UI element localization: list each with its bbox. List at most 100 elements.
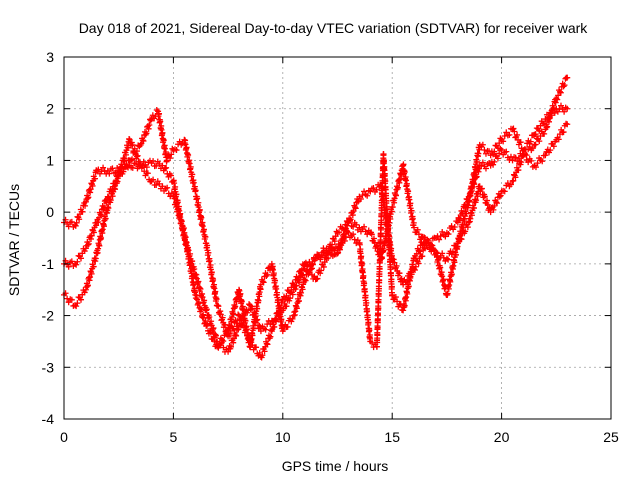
data-trace-marker bbox=[361, 188, 368, 195]
data-trace-marker bbox=[85, 241, 92, 248]
data-trace-marker bbox=[97, 211, 104, 218]
data-point bbox=[553, 95, 560, 102]
data-trace-marker bbox=[368, 231, 375, 238]
data-trace-marker bbox=[161, 145, 168, 152]
data-trace-marker bbox=[306, 269, 313, 276]
data-trace-marker bbox=[129, 156, 136, 163]
data-trace-marker bbox=[415, 260, 422, 267]
data-trace-marker bbox=[241, 310, 248, 317]
data-trace-marker bbox=[159, 129, 166, 136]
data-trace-marker bbox=[401, 169, 408, 176]
data-trace-marker bbox=[125, 144, 132, 151]
data-trace-marker bbox=[282, 296, 289, 303]
data-trace-marker bbox=[554, 96, 561, 103]
data-trace-marker bbox=[189, 272, 196, 279]
data-trace-marker bbox=[408, 207, 415, 214]
data-trace-marker bbox=[79, 208, 86, 215]
data-trace-marker bbox=[298, 289, 305, 296]
data-trace-marker bbox=[156, 160, 163, 167]
data-trace-marker bbox=[431, 247, 438, 254]
data-trace-marker bbox=[99, 226, 106, 233]
data-trace-marker bbox=[210, 277, 217, 284]
data-trace-marker bbox=[207, 329, 214, 336]
data-trace-marker bbox=[401, 302, 408, 309]
data-trace-marker bbox=[198, 306, 205, 313]
data-trace-marker bbox=[195, 278, 202, 285]
data-trace-marker bbox=[283, 303, 290, 310]
data-trace-marker bbox=[278, 316, 285, 323]
data-point bbox=[564, 105, 571, 112]
data-trace-marker bbox=[539, 158, 546, 165]
data-point bbox=[411, 224, 418, 231]
data-trace-marker bbox=[306, 258, 313, 265]
data-trace-marker bbox=[551, 109, 558, 116]
data-trace-marker bbox=[232, 331, 239, 338]
data-trace-marker bbox=[560, 129, 567, 136]
data-trace-marker bbox=[329, 246, 336, 253]
data-trace-marker bbox=[447, 278, 454, 285]
data-point bbox=[159, 183, 166, 190]
data-trace-marker bbox=[392, 294, 399, 301]
data-trace-marker bbox=[112, 186, 119, 193]
data-trace-marker bbox=[387, 256, 394, 263]
data-trace-marker bbox=[362, 292, 369, 299]
data-trace-marker bbox=[146, 122, 153, 129]
data-trace-marker bbox=[343, 227, 350, 234]
data-trace-marker bbox=[414, 226, 421, 233]
y-tick-label: -2 bbox=[42, 308, 55, 324]
data-trace-marker bbox=[237, 290, 244, 297]
data-trace-marker bbox=[167, 172, 174, 179]
data-trace-marker bbox=[173, 147, 180, 154]
data-trace-marker bbox=[534, 160, 541, 167]
data-trace-marker bbox=[373, 243, 380, 250]
data-trace-marker bbox=[532, 141, 539, 148]
data-trace-marker bbox=[87, 274, 94, 281]
data-trace-marker bbox=[127, 157, 134, 164]
data-trace-marker bbox=[96, 242, 103, 249]
data-trace-marker bbox=[73, 261, 80, 268]
data-trace-marker bbox=[89, 182, 96, 189]
data-trace-marker bbox=[68, 258, 75, 265]
data-trace-marker bbox=[560, 83, 567, 90]
data-trace-marker bbox=[262, 326, 269, 333]
data-trace-marker bbox=[405, 283, 412, 290]
data-trace-marker bbox=[273, 285, 280, 292]
data-trace-marker bbox=[479, 141, 486, 148]
data-trace-marker bbox=[298, 266, 305, 273]
data-trace-marker bbox=[541, 120, 548, 127]
data-trace-marker bbox=[157, 118, 164, 125]
data-trace-marker bbox=[428, 248, 435, 255]
data-trace-marker bbox=[472, 166, 479, 173]
data-trace-marker bbox=[93, 222, 100, 229]
data-trace-marker bbox=[494, 200, 501, 207]
data-trace-marker bbox=[507, 181, 514, 188]
data-trace-marker bbox=[375, 285, 382, 292]
data-trace-marker bbox=[233, 332, 240, 339]
y-tick-label: 2 bbox=[46, 101, 54, 117]
data-trace-marker bbox=[482, 165, 489, 172]
data-trace-marker bbox=[382, 238, 389, 245]
data-trace-marker bbox=[317, 270, 324, 277]
data-trace-marker bbox=[114, 178, 121, 185]
data-points bbox=[61, 74, 571, 361]
data-trace-marker bbox=[72, 222, 79, 229]
data-trace-marker bbox=[314, 275, 321, 282]
data-trace-marker bbox=[370, 235, 377, 242]
data-trace-marker bbox=[219, 336, 226, 343]
data-trace-marker bbox=[212, 288, 219, 295]
data-trace-marker bbox=[339, 239, 346, 246]
data-point bbox=[356, 224, 363, 231]
data-point bbox=[443, 255, 450, 262]
data-trace-marker bbox=[384, 228, 391, 235]
data-trace-marker bbox=[100, 205, 107, 212]
data-trace-marker bbox=[409, 215, 416, 222]
data-trace-marker bbox=[419, 233, 426, 240]
data-trace-marker bbox=[153, 162, 160, 169]
data-trace-marker bbox=[217, 311, 224, 318]
data-trace-marker bbox=[368, 339, 375, 346]
data-trace-marker bbox=[453, 244, 460, 251]
data-trace-marker bbox=[379, 255, 386, 262]
data-trace-marker bbox=[475, 150, 482, 157]
data-trace-marker bbox=[496, 150, 503, 157]
